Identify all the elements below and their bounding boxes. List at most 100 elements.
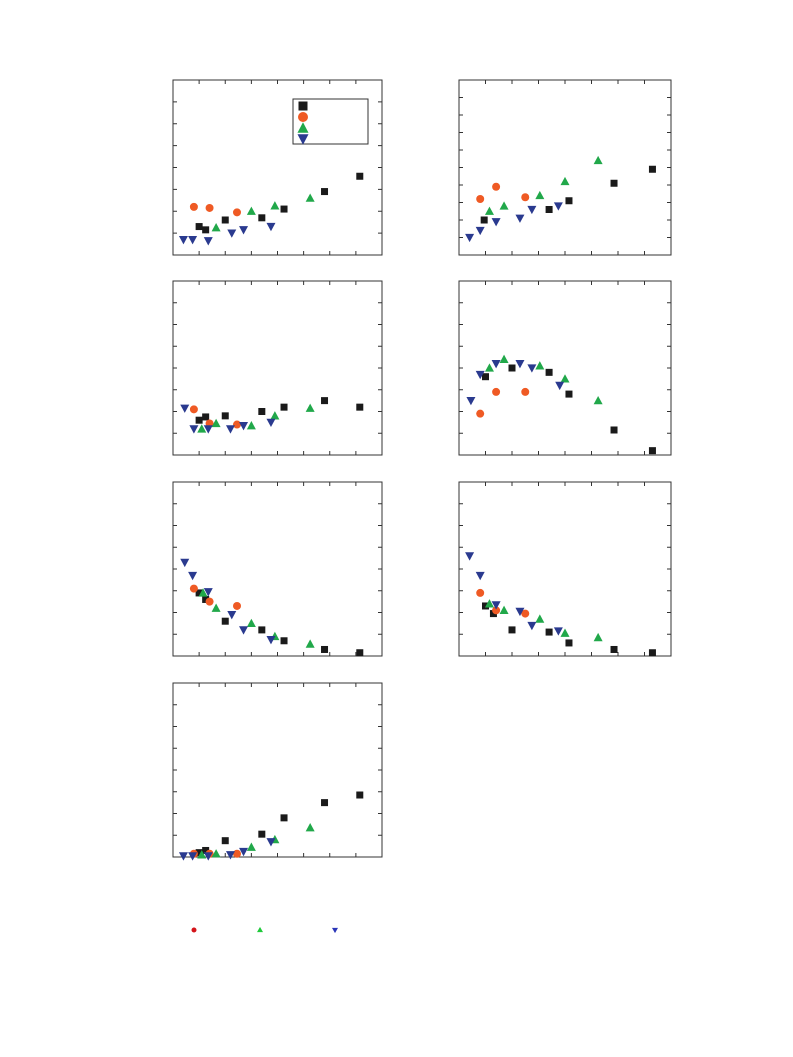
data-point-s4 <box>515 214 525 223</box>
data-point-s1 <box>258 626 266 634</box>
data-point-s4 <box>189 425 199 434</box>
data-point-s3 <box>211 222 221 232</box>
data-point-s4 <box>555 381 565 391</box>
data-point-s2 <box>521 387 530 396</box>
data-point-s1 <box>356 649 364 657</box>
data-point-s2 <box>189 584 198 593</box>
data-point-s1 <box>356 403 364 411</box>
data-point-s2 <box>521 609 530 618</box>
data-point-s4 <box>239 847 249 857</box>
data-point-s1 <box>480 216 488 224</box>
data-point-s4 <box>225 851 235 860</box>
data-point-s4 <box>180 404 190 413</box>
data-point-s1 <box>202 226 210 234</box>
data-point-s3 <box>499 354 509 363</box>
data-point-s4 <box>466 396 476 406</box>
data-point-s2 <box>233 601 242 610</box>
data-point-s4 <box>553 627 563 636</box>
bottom-legend-marker <box>332 927 338 934</box>
data-point-s1 <box>221 216 229 224</box>
data-point-s3 <box>211 418 221 428</box>
panel-g <box>172 682 383 861</box>
data-point-s1 <box>258 214 266 222</box>
data-point-s3 <box>211 603 221 612</box>
data-point-s3 <box>484 363 494 372</box>
legend-marker-s2 <box>298 112 308 122</box>
data-point-s1 <box>482 373 489 381</box>
data-point-s1 <box>280 814 288 822</box>
panel-a <box>172 79 383 256</box>
data-point-s3 <box>246 842 256 851</box>
data-point-s4 <box>178 236 188 245</box>
data-point-s1 <box>195 849 203 857</box>
data-point-s2 <box>476 409 485 418</box>
data-point-s4 <box>180 558 190 568</box>
data-point-s1 <box>258 830 266 838</box>
data-point-s4 <box>225 425 235 434</box>
data-point-s3 <box>270 411 280 420</box>
data-point-s2 <box>189 202 198 211</box>
bottom-legend-marker-shape <box>332 927 338 934</box>
data-point-s4 <box>491 359 501 369</box>
bottom-legend-marker <box>257 926 263 933</box>
panel-frame <box>458 79 672 256</box>
data-point-s1 <box>202 846 210 854</box>
data-point-s3 <box>499 201 509 210</box>
data-point-s1 <box>195 589 203 597</box>
data-point-s1 <box>280 637 288 645</box>
data-point-s4 <box>178 852 188 861</box>
data-point-s1 <box>321 188 329 196</box>
data-point-s3 <box>560 176 570 186</box>
data-point-s3 <box>246 206 256 215</box>
data-point-s3 <box>197 424 207 433</box>
data-point-s4 <box>203 237 213 246</box>
data-point-s4 <box>527 364 537 373</box>
data-point-s1 <box>321 645 329 653</box>
data-point-s4 <box>527 621 537 631</box>
data-point-s4 <box>266 418 276 428</box>
data-point-s4 <box>515 359 525 369</box>
data-point-s1 <box>610 179 618 187</box>
data-point-s1 <box>221 412 229 420</box>
data-point-s1 <box>195 416 203 424</box>
data-point-s3 <box>593 395 603 405</box>
panel-frame <box>172 280 383 456</box>
data-point-s3 <box>535 190 545 200</box>
data-point-s4 <box>465 552 475 561</box>
data-point-s1 <box>545 368 553 376</box>
data-point-s4 <box>188 236 198 245</box>
data-point-s1 <box>321 397 329 405</box>
data-point-s1 <box>610 426 618 434</box>
panel-d <box>458 280 672 456</box>
data-point-s3 <box>560 628 570 637</box>
data-point-s4 <box>266 838 276 847</box>
data-point-s1 <box>565 639 573 647</box>
data-point-s2 <box>189 405 198 414</box>
data-point-s4 <box>239 626 249 635</box>
data-point-s1 <box>610 645 618 653</box>
legend-marker-s4 <box>297 134 309 145</box>
legend-marker-s1 <box>298 101 308 111</box>
data-point-s4 <box>239 421 249 431</box>
data-point-s1 <box>508 364 516 372</box>
data-point-s1 <box>482 602 489 610</box>
data-point-s1 <box>565 197 573 205</box>
data-point-s1 <box>202 595 210 603</box>
data-point-s1 <box>202 413 210 421</box>
data-point-s4 <box>188 852 198 861</box>
legend-marker-s3 <box>297 122 309 133</box>
data-point-s1 <box>195 223 203 231</box>
data-point-s2 <box>521 193 530 202</box>
data-point-s4 <box>266 222 276 232</box>
data-point-s3 <box>593 632 603 642</box>
data-point-s3 <box>305 193 315 202</box>
data-point-s4 <box>515 607 525 617</box>
data-point-s4 <box>227 229 237 238</box>
data-point-s2 <box>205 597 214 606</box>
data-point-s4 <box>239 226 249 235</box>
data-point-s3 <box>593 155 603 165</box>
data-point-s2 <box>492 606 501 615</box>
data-point-s1 <box>648 649 656 657</box>
data-point-s3 <box>484 599 494 608</box>
bottom-legend <box>185 925 385 937</box>
